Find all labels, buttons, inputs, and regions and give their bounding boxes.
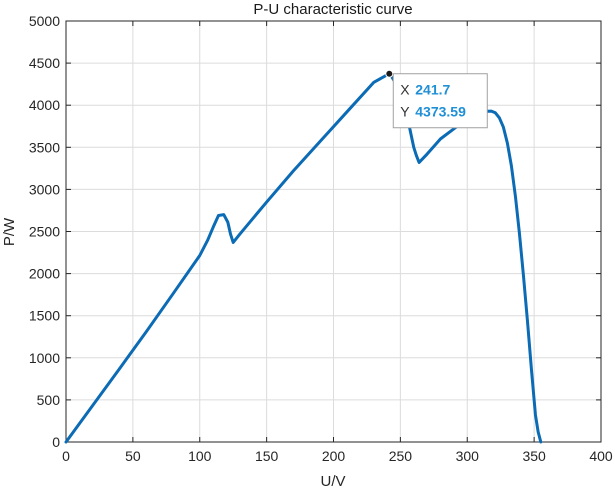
datatip-y-value: 4373.59 — [415, 104, 466, 120]
x-tick-label: 50 — [125, 448, 141, 464]
y-tick-label: 2000 — [29, 266, 60, 282]
grid-lines — [66, 21, 601, 442]
y-tick-label: 3000 — [29, 181, 60, 197]
y-tick-labels: 0 500 1000 1500 2000 2500 3000 3500 4000 4500 5000 — [29, 13, 60, 450]
y-tick-label: 1500 — [29, 308, 60, 324]
y-tick-label: 5000 — [29, 13, 60, 29]
x-tick-label: 350 — [522, 448, 546, 464]
x-tick-label: 400 — [589, 448, 613, 464]
y-tick-label: 4500 — [29, 55, 60, 71]
y-axis-title: P/W — [1, 217, 18, 246]
y-tick-label: 2500 — [29, 224, 60, 240]
x-tick-label: 150 — [255, 448, 279, 464]
datatip-marker[interactable] — [385, 69, 394, 78]
datatip[interactable]: X 241.7 Y 4373.59 — [385, 69, 488, 129]
series-line-pu — [64, 72, 543, 444]
y-tick-label: 1000 — [29, 350, 60, 366]
x-tick-labels: 0 50 100 150 200 250 300 350 400 — [62, 448, 613, 464]
x-tick-label: 300 — [456, 448, 480, 464]
x-tick-label: 100 — [188, 448, 212, 464]
y-tick-label: 4000 — [29, 97, 60, 113]
datatip-box — [392, 73, 488, 129]
y-tick-label: 3500 — [29, 139, 60, 155]
y-tick-label: 0 — [52, 434, 60, 450]
x-tick-label: 0 — [62, 448, 70, 464]
x-tick-label: 250 — [389, 448, 413, 464]
x-tick-label: 200 — [322, 448, 346, 464]
x-axis-title: U/V — [320, 473, 345, 490]
chart-title: P-U characteristic curve — [253, 1, 412, 18]
y-tick-label: 500 — [37, 392, 61, 408]
datatip-y-label: Y — [400, 104, 410, 120]
datatip-x-label: X — [400, 82, 410, 98]
datatip-x-value: 241.7 — [415, 82, 450, 98]
